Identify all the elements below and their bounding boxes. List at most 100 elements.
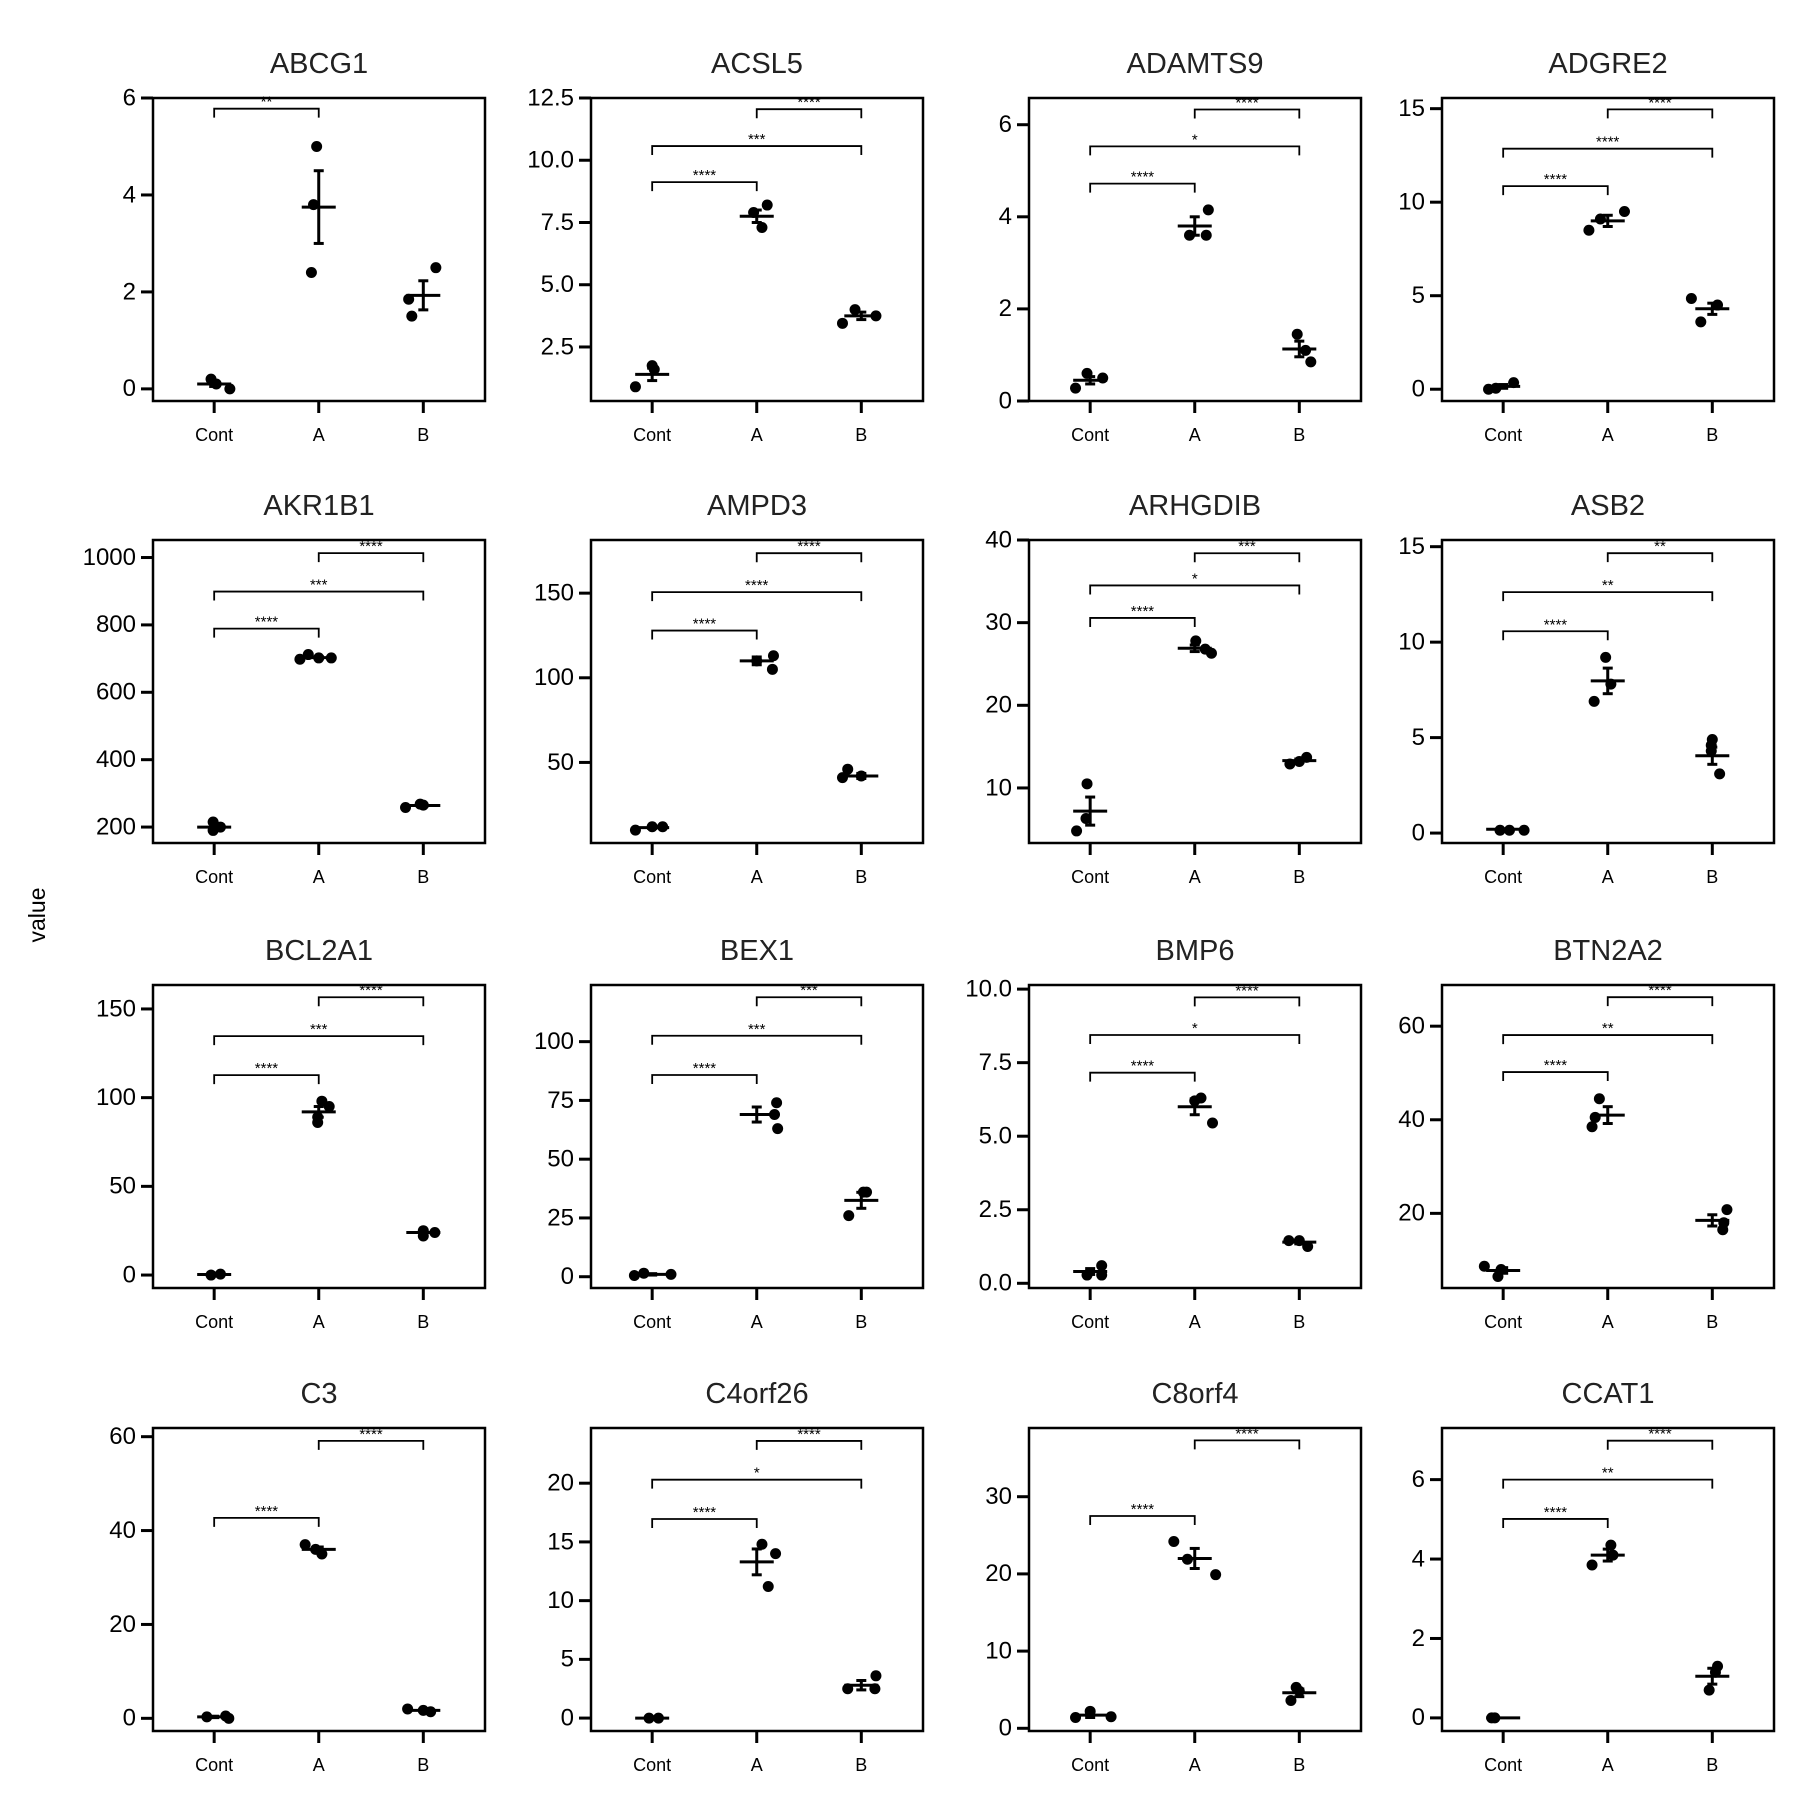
- y-tick-label: 40: [985, 526, 1012, 553]
- y-tick-label: 2: [1412, 1625, 1425, 1652]
- data-point: [1589, 1111, 1601, 1123]
- significance-label: ****: [693, 1060, 717, 1077]
- x-tick-label: Cont: [1071, 425, 1109, 445]
- group-a: [739, 650, 779, 675]
- x-tick-label: A: [313, 867, 325, 887]
- group-b: [400, 798, 441, 814]
- data-point: [1586, 1121, 1598, 1133]
- significance-label: ****: [1235, 1425, 1259, 1442]
- y-tick-label: 1000: [83, 544, 136, 571]
- data-point: [1070, 382, 1082, 394]
- significance-label: ****: [255, 1060, 279, 1077]
- x-tick-label: A: [1602, 867, 1614, 887]
- data-point: [1685, 293, 1697, 305]
- x-tick-label: A: [751, 867, 763, 887]
- data-point: [1096, 1260, 1108, 1272]
- significance-bracket: [213, 1516, 320, 1527]
- y-tick-label: 6: [123, 84, 136, 111]
- y-tick-label: 0: [1412, 819, 1425, 846]
- data-point: [767, 650, 779, 662]
- y-tick-label: 0: [123, 1705, 136, 1732]
- significance-label: ****: [745, 577, 769, 594]
- y-tick-label: 12.5: [527, 84, 574, 111]
- significance-label: ***: [748, 131, 766, 148]
- data-point: [1202, 204, 1214, 216]
- significance-label: ****: [693, 167, 717, 184]
- y-tick-label: 7.5: [541, 209, 574, 236]
- y-tick-label: 2.5: [979, 1196, 1012, 1223]
- y-tick-label: 6: [1412, 1466, 1425, 1493]
- panel-title: ASB2: [1571, 490, 1645, 522]
- significance-bracket: [1193, 108, 1301, 119]
- y-tick-label: 0: [999, 387, 1012, 414]
- significance-label: ****: [1235, 982, 1259, 999]
- significance-label: ****: [693, 1504, 717, 1521]
- group-b: [402, 1703, 441, 1718]
- group-a: [1583, 206, 1630, 236]
- y-tick-label: 10: [985, 1637, 1012, 1664]
- significance-bracket: [1606, 108, 1714, 119]
- significance-label: **: [261, 94, 273, 111]
- data-point: [1721, 1204, 1733, 1216]
- data-point: [1703, 1684, 1715, 1696]
- significance-bracket: [1089, 1071, 1196, 1082]
- group-b: [842, 1670, 882, 1695]
- data-point: [299, 1539, 311, 1551]
- group-a: [301, 140, 336, 279]
- significance-bracket: [1193, 996, 1301, 1007]
- x-tick-label: B: [855, 1312, 867, 1332]
- x-tick-label: A: [1602, 425, 1614, 445]
- group-cont: [197, 1710, 235, 1724]
- significance-label: ****: [1596, 134, 1620, 151]
- data-point: [1518, 824, 1530, 836]
- data-point: [1097, 372, 1109, 384]
- panel-abcg1: ABCG1 0 2 4 6 Cont A B **: [123, 48, 487, 445]
- y-tick-label: 25: [547, 1204, 574, 1231]
- significance-bracket: [1502, 1518, 1609, 1528]
- y-tick-label: 40: [1398, 1106, 1425, 1133]
- data-point: [430, 262, 442, 274]
- group-cont: [629, 821, 670, 836]
- data-point: [400, 802, 412, 814]
- significance-label: ****: [1235, 95, 1259, 112]
- significance-bracket: [1089, 1034, 1301, 1045]
- x-tick-label: A: [313, 425, 325, 445]
- x-tick-label: A: [1602, 1312, 1614, 1332]
- x-tick-label: A: [1189, 1755, 1201, 1775]
- plot-frame: [151, 1426, 487, 1733]
- x-tick-label: Cont: [195, 867, 233, 887]
- significance-bracket: [317, 1440, 425, 1450]
- significance-bracket: [651, 1074, 758, 1085]
- significance-label: ***: [310, 577, 328, 594]
- group-b: [1282, 1235, 1317, 1253]
- significance-label: ****: [1131, 603, 1155, 620]
- data-point: [1586, 1559, 1598, 1571]
- data-point: [772, 1123, 784, 1135]
- group-b: [843, 1186, 879, 1222]
- x-tick-label: Cont: [195, 1755, 233, 1775]
- group-b: [1685, 293, 1730, 328]
- x-tick-label: A: [751, 425, 763, 445]
- y-tick-label: 50: [547, 1146, 574, 1173]
- group-a: [299, 1539, 336, 1560]
- y-tick-label: 20: [985, 1560, 1012, 1587]
- data-point: [1305, 356, 1317, 368]
- x-tick-label: A: [1602, 1755, 1614, 1775]
- significance-bracket: [651, 1034, 863, 1045]
- x-tick-label: B: [417, 425, 429, 445]
- data-point: [861, 1186, 873, 1198]
- y-tick-label: 30: [985, 1483, 1012, 1510]
- data-point: [771, 1097, 783, 1109]
- x-tick-label: B: [1293, 425, 1305, 445]
- group-b: [836, 763, 879, 784]
- data-point: [1205, 647, 1217, 659]
- group-a: [294, 649, 337, 665]
- group-cont: [628, 1267, 677, 1282]
- x-tick-label: A: [1189, 867, 1201, 887]
- x-tick-label: Cont: [1071, 1312, 1109, 1332]
